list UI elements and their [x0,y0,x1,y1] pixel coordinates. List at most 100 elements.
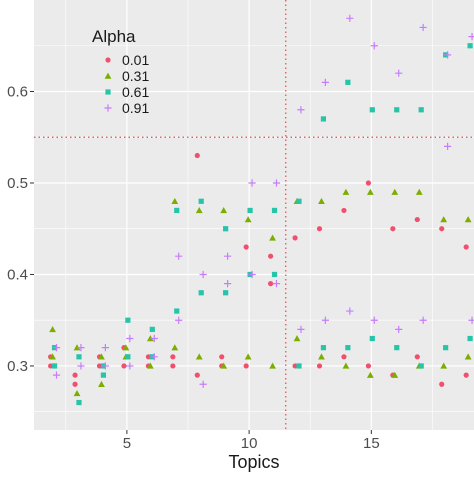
data-point [292,235,298,241]
data-point [220,362,228,369]
data-point [346,14,354,22]
data-point [296,198,302,204]
y-tick-label: 0.5 [7,175,28,192]
data-point [98,380,105,387]
data-point [345,345,351,351]
data-point [223,290,229,296]
data-point [77,344,85,352]
data-point [366,188,374,195]
y-tick-label: 0.4 [7,266,28,283]
data-point [49,353,56,360]
data-point [439,226,445,232]
data-point [320,116,327,122]
data-point [341,207,347,214]
data-point [318,353,325,360]
data-point [467,335,473,342]
data-point [342,362,350,369]
y-tick-label: 0.3 [7,358,28,375]
data-point [321,316,329,324]
data-point [223,226,229,232]
x-tick-label: 10 [241,435,258,452]
data-points [48,14,474,406]
data-point [346,307,354,315]
data-point [175,316,183,324]
data-point [101,362,109,370]
data-point [440,216,448,223]
x-tick-label: 15 [363,435,380,452]
data-point [296,363,302,369]
axes: 5 10 15 0.3 0.4 0.5 0.6 [7,83,380,452]
data-point [175,252,183,260]
data-point [220,207,228,214]
data-point [463,244,469,250]
data-point [52,344,61,352]
data-point [244,216,252,223]
data-point [146,335,154,342]
legend-label: 0.91 [122,100,149,116]
data-point [394,107,400,113]
data-point [268,253,274,259]
data-point [444,51,452,59]
data-point [149,326,155,332]
data-point [73,344,81,351]
data-point [126,334,134,343]
data-point [199,380,207,388]
data-point [121,363,127,369]
data-point [243,363,249,369]
data-point [297,106,305,114]
legend-key [104,104,112,112]
data-point [394,345,400,351]
data-point [342,188,350,195]
legend-key [104,72,112,79]
data-point [48,363,54,369]
data-point [391,188,399,195]
data-point [320,345,327,351]
legend-label: 0.31 [122,68,149,84]
data-point [195,353,203,360]
data-point [174,308,180,314]
data-point [219,354,225,360]
data-point [369,107,375,113]
legend-key [105,89,111,95]
data-point [293,335,301,342]
data-point [370,42,378,50]
data-point [194,152,200,159]
data-point [170,363,176,369]
data-point [463,372,469,378]
data-point [316,363,323,369]
data-point [269,362,276,369]
data-point [171,344,179,351]
data-point [72,372,78,378]
data-point [224,280,232,288]
x-axis-label: Topics [228,452,279,472]
data-point [224,252,232,260]
data-point [271,207,278,214]
data-point [76,399,82,406]
data-point [243,244,249,250]
data-point [365,180,371,186]
data-point [248,179,256,187]
data-point [345,79,351,85]
data-point [268,281,274,287]
data-point [365,363,371,369]
data-point [51,363,58,369]
data-point [395,69,403,77]
data-point [171,197,179,204]
data-point [369,335,375,342]
data-point [414,216,420,223]
data-point [170,354,176,360]
data-point [98,353,105,360]
y-tick-label: 0.6 [7,83,28,100]
data-point [52,371,61,379]
data-point [390,226,396,232]
data-point [316,226,323,232]
data-point [122,344,130,351]
data-point [49,325,56,333]
data-point [297,325,305,333]
legend-key [105,57,111,63]
legend-label: 0.01 [122,52,149,68]
data-point [195,207,203,214]
data-point [464,216,472,223]
data-point [126,362,134,370]
